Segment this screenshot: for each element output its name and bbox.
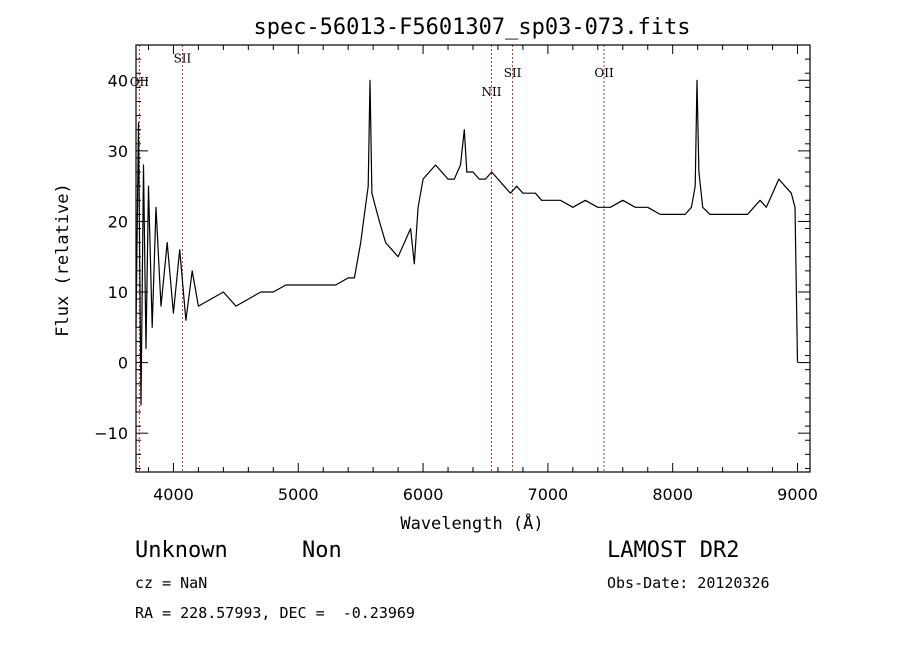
x-axis-label: Wavelength (Å) xyxy=(400,512,543,534)
x-tick-label: 4000 xyxy=(153,485,194,504)
y-axis-label: Flux (relative) xyxy=(53,183,73,337)
y-tick-label: 0 xyxy=(118,354,128,373)
spectral-line-label: OII xyxy=(130,75,150,89)
spectral-line-label: OII xyxy=(594,66,614,80)
y-tick-label: 20 xyxy=(108,212,128,231)
x-tick-label: 6000 xyxy=(403,485,444,504)
chart-title: spec-56013-F5601307_sp03-073.fits xyxy=(253,15,690,40)
spectral-line-label: SII xyxy=(504,66,522,80)
y-tick-label: −10 xyxy=(94,424,128,443)
y-tick-label: 30 xyxy=(108,142,128,161)
spectral-line-label: SII xyxy=(174,52,192,66)
spectrum-chart: spec-56013-F5601307_sp03-073.fits Flux (… xyxy=(53,15,818,534)
plot-frame xyxy=(135,44,811,473)
x-tick-label: 8000 xyxy=(652,485,693,504)
redshift-text: cz = NaN xyxy=(135,574,208,592)
spectral-line-label: NII xyxy=(481,85,501,99)
spectrum-series xyxy=(135,79,799,406)
obs-date-text: Obs-Date: 20120326 xyxy=(607,574,770,592)
object-subclass: Non xyxy=(302,538,342,563)
y-tick-label: 40 xyxy=(108,71,128,90)
x-tick-label: 5000 xyxy=(278,485,319,504)
survey-name: LAMOST DR2 xyxy=(607,538,740,563)
x-tick-label: 7000 xyxy=(528,485,569,504)
object-class: Unknown xyxy=(135,538,228,563)
coordinates-text: RA = 228.57993, DEC = -0.23969 xyxy=(135,604,415,622)
y-tick-label: 10 xyxy=(108,283,128,302)
x-tick-label: 9000 xyxy=(777,485,818,504)
